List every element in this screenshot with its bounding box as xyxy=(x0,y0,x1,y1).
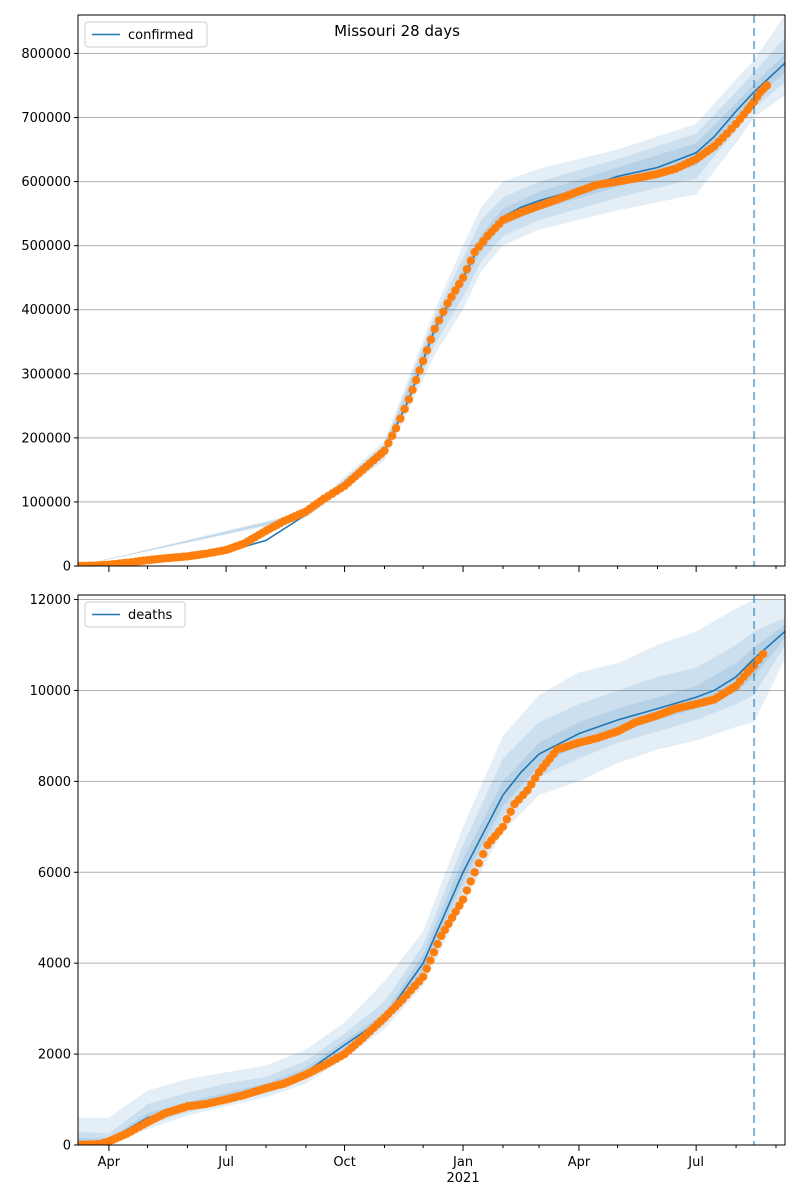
observed-point xyxy=(447,292,456,302)
uncertainty-band-inner xyxy=(78,624,785,1145)
observed-point xyxy=(443,299,452,308)
observed-point xyxy=(418,972,428,982)
y-tick-label: 12000 xyxy=(30,593,71,608)
observed-point xyxy=(462,886,472,895)
x-tick-label: Jan xyxy=(452,1155,473,1170)
uncertainty-band-middle xyxy=(78,617,785,1145)
observed-point xyxy=(474,858,484,868)
observed-point xyxy=(440,925,450,935)
x-year-label: 2021 xyxy=(447,1171,480,1186)
y-tick-label: 4000 xyxy=(38,957,71,972)
observed-point xyxy=(444,919,453,928)
observed-point xyxy=(530,774,540,783)
legend-label: confirmed xyxy=(128,28,194,43)
x-tick-label: Apr xyxy=(98,1155,121,1170)
observed-point xyxy=(439,307,448,317)
y-tick-label: 700000 xyxy=(21,111,71,126)
observed-point xyxy=(422,964,431,973)
observed-point xyxy=(430,324,439,334)
x-tick-label: Oct xyxy=(333,1155,355,1170)
observed-point xyxy=(433,939,442,949)
y-tick-label: 200000 xyxy=(21,431,71,446)
legend-box xyxy=(84,21,208,48)
observed-point xyxy=(466,877,475,886)
observed-point xyxy=(404,395,414,404)
observed-point xyxy=(411,375,421,385)
observed-point xyxy=(455,901,464,910)
observed-point xyxy=(418,356,428,366)
y-tick-label: 8000 xyxy=(38,775,71,790)
observed-point xyxy=(506,807,515,816)
y-tick-label: 100000 xyxy=(21,495,71,510)
x-tick-label: Jul xyxy=(217,1155,234,1170)
legend: confirmed xyxy=(84,21,208,48)
y-tick-label: 2000 xyxy=(38,1048,71,1063)
observed-point xyxy=(396,414,405,423)
legend: deaths xyxy=(84,601,186,628)
observed-point xyxy=(451,286,460,295)
y-tick-label: 500000 xyxy=(21,239,71,254)
axes-frame xyxy=(77,14,786,567)
confirmed-panel: 0 100000 200000 300000 400000 500000 600000 700… xyxy=(21,14,786,575)
observed-point xyxy=(434,316,444,325)
observed-point xyxy=(436,931,446,941)
observed-point xyxy=(380,446,389,455)
observed-point xyxy=(470,868,479,877)
observed-point xyxy=(426,335,436,344)
x-tick-label: Apr xyxy=(568,1155,591,1170)
observed-point xyxy=(408,385,417,395)
observed-point xyxy=(754,655,763,664)
uncertainty-band-outer xyxy=(78,15,785,566)
y-tick-label: 400000 xyxy=(21,303,71,318)
x-tick-label: Jul xyxy=(687,1155,704,1170)
axes-frame xyxy=(77,594,786,1146)
deaths-panel: 0 2000 4000 6000 8000 10000 12000 Apr Jul Oct Jan A… xyxy=(30,593,786,1186)
figure-title: Missouri 28 days xyxy=(334,22,460,40)
observed-point xyxy=(447,913,457,922)
legend-box xyxy=(84,601,186,628)
observed-point xyxy=(426,956,435,965)
observed-point xyxy=(523,786,532,795)
observed-point xyxy=(415,366,424,375)
observed-point xyxy=(422,346,432,355)
observed-point xyxy=(502,815,512,824)
observed-point xyxy=(454,279,464,289)
y-tick-label: 300000 xyxy=(21,367,71,382)
y-tick-label: 0 xyxy=(63,1139,71,1154)
observed-point xyxy=(384,438,393,448)
plot-area xyxy=(78,599,785,1145)
y-tick-label: 600000 xyxy=(21,175,71,190)
observed-point xyxy=(498,822,508,832)
observed-point xyxy=(758,649,768,659)
plot-area xyxy=(78,15,785,566)
observed-point xyxy=(458,273,468,282)
observed-point xyxy=(466,256,475,265)
observed-point xyxy=(391,424,401,433)
observed-point xyxy=(479,849,488,859)
y-tick-label: 10000 xyxy=(30,684,71,699)
uncertainty-band-middle xyxy=(78,37,785,566)
y-tick-label: 6000 xyxy=(38,866,71,881)
observed-point xyxy=(462,264,472,274)
observed-point xyxy=(429,948,439,957)
observed-point xyxy=(527,780,536,789)
observed-point xyxy=(458,895,468,904)
y-tick-label: 0 xyxy=(63,560,71,575)
observed-point xyxy=(388,431,397,440)
y-tick-label: 800000 xyxy=(21,47,71,62)
observed-point xyxy=(762,81,772,90)
observed-point xyxy=(400,404,409,414)
observed-point xyxy=(451,907,460,916)
legend-label: deaths xyxy=(128,608,173,623)
